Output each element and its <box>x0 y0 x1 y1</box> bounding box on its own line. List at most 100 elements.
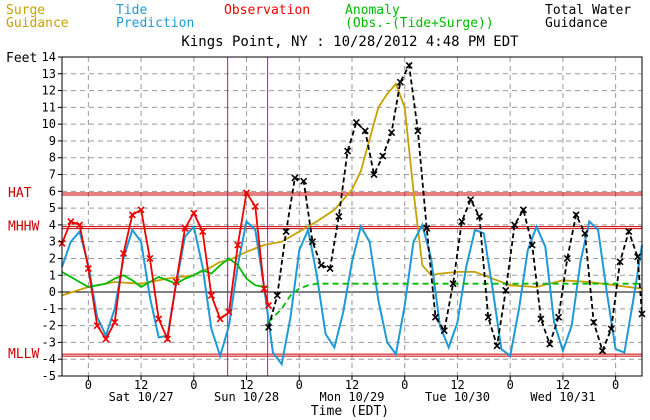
legend-tide-line1: Tide <box>116 3 147 18</box>
observation-point <box>102 335 110 343</box>
x-tick-label: 12 <box>345 378 359 392</box>
y-tick-label: 10 <box>42 117 56 131</box>
datum-label: HAT <box>8 186 32 201</box>
chart-title: Kings Point, NY : 10/28/2012 4:48 PM EDT <box>181 34 519 50</box>
time-markers <box>227 57 269 376</box>
total-water-point <box>519 206 527 214</box>
observation-point <box>67 217 75 226</box>
total-water-point <box>414 127 422 135</box>
y-tick-label: -5 <box>42 369 56 383</box>
x-day-label: Tue 10/30 <box>425 390 490 404</box>
y-tick-label: 7 <box>49 168 56 182</box>
total-water-point <box>528 241 536 249</box>
total-water-point <box>493 342 501 350</box>
total-water-point <box>326 264 334 273</box>
total-water-point <box>616 258 624 266</box>
total-water-point <box>511 221 519 229</box>
legend-surge-line1: Surge <box>6 3 45 18</box>
total-water-point <box>379 152 387 160</box>
series-tide-prediction <box>61 219 643 367</box>
total-water-point <box>598 347 607 355</box>
legend-surge-line2: Guidance <box>6 16 69 31</box>
legend-total-line2: Guidance <box>545 16 608 31</box>
y-tick-label: -1 <box>42 302 56 316</box>
total-water-point <box>563 254 571 263</box>
observation-point <box>146 254 154 263</box>
legend-total-line1: Total Water <box>545 3 631 18</box>
total-water-point <box>370 170 378 179</box>
x-tick-label: 0 <box>190 378 197 392</box>
chart-legend: Surge Guidance Tide Prediction Observati… <box>6 3 631 31</box>
legend-observation: Observation <box>224 3 310 18</box>
total-water-point <box>634 253 642 261</box>
observation-point <box>207 291 215 299</box>
observation-point <box>137 206 145 214</box>
total-water-point <box>467 196 475 204</box>
y-tick-label: 9 <box>49 134 56 148</box>
total-water-point <box>449 280 457 288</box>
total-water-point <box>423 224 431 232</box>
observation-point <box>155 315 163 323</box>
total-water-point <box>300 177 308 185</box>
total-water-point <box>291 174 299 182</box>
total-water-point <box>607 325 615 333</box>
x-tick-label: 12 <box>239 378 253 392</box>
observation-point <box>260 285 268 293</box>
total-water-point <box>282 228 290 236</box>
plot-frame <box>61 56 643 377</box>
x-axis-label: Time (EDT) <box>311 404 389 419</box>
total-water-point <box>352 118 360 127</box>
observation-point <box>93 322 101 330</box>
total-water-point <box>475 212 483 221</box>
legend-anomaly-line1: Anomaly <box>345 3 400 18</box>
datum-label: MHHW <box>8 220 39 235</box>
total-water-point <box>344 147 352 155</box>
observation-point <box>163 335 172 343</box>
series-total-water-guidance <box>267 62 643 354</box>
y-tick-label: 6 <box>49 184 56 198</box>
observation-point <box>111 318 119 326</box>
observation-point <box>216 315 224 323</box>
observation-point <box>251 202 259 210</box>
total-water-point <box>572 211 580 219</box>
datum-lines: HAT MHHW MLLW <box>8 186 642 362</box>
x-tick-label: 12 <box>556 378 570 392</box>
x-tick-label: 0 <box>85 378 92 392</box>
total-water-point <box>625 228 633 236</box>
total-water-point <box>458 217 466 226</box>
total-water-point <box>431 313 440 321</box>
total-water-point <box>405 61 413 69</box>
total-water-point <box>590 318 598 326</box>
legend-tide-line2: Prediction <box>116 16 194 31</box>
legend-anomaly-line2: (Obs.-(Tide+Surge)) <box>345 16 494 31</box>
total-water-point <box>537 315 545 323</box>
total-water-point <box>440 327 448 335</box>
data-series <box>58 61 646 367</box>
y-tick-label: 13 <box>42 67 56 81</box>
y-tick-label: -2 <box>42 319 56 333</box>
y-tick-label: 8 <box>49 151 56 165</box>
y-tick-label: -4 <box>42 352 56 366</box>
x-day-label: Sun 10/28 <box>214 390 279 404</box>
total-water-point <box>502 286 510 294</box>
observation-point <box>119 249 128 258</box>
observation-point <box>84 264 92 273</box>
y-tick-label: 3 <box>49 235 56 249</box>
x-tick-label: 12 <box>450 378 464 392</box>
total-water-point <box>387 128 396 137</box>
x-day-label: Wed 10/31 <box>530 390 595 404</box>
x-tick-label: 0 <box>296 378 303 392</box>
y-tick-label: -3 <box>42 335 56 349</box>
x-tick-label: 0 <box>401 378 408 392</box>
observation-point <box>199 228 207 236</box>
observation-point <box>76 221 84 229</box>
observation-point <box>172 278 180 286</box>
x-day-label: Sat 10/27 <box>109 390 174 404</box>
total-water-point <box>273 291 281 299</box>
datum-label: MLLW <box>8 347 39 362</box>
x-tick-label: 0 <box>507 378 514 392</box>
y-tick-label: 12 <box>42 84 56 98</box>
y-axis-label: Feet <box>6 51 37 66</box>
